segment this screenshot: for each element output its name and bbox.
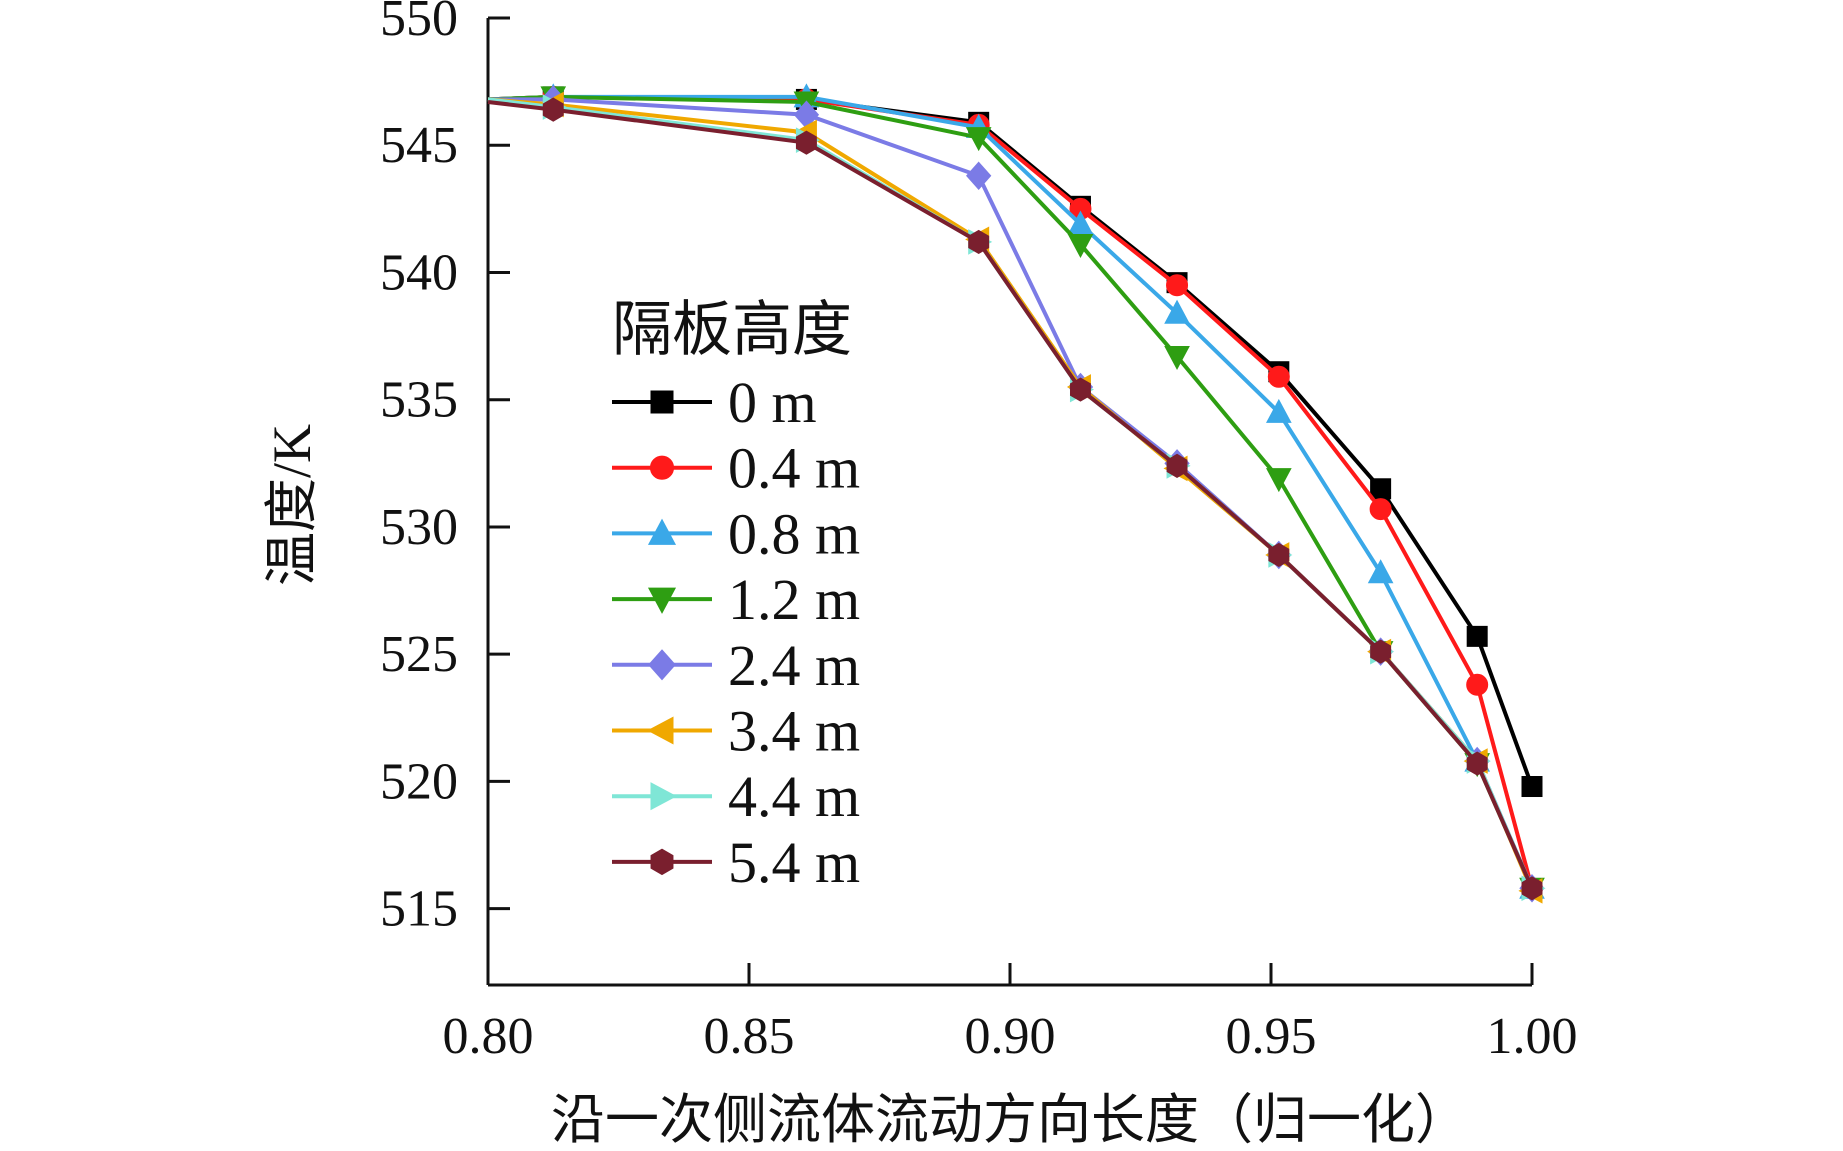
legend-marker — [647, 716, 674, 745]
legend-label: 0 m — [728, 370, 817, 435]
y-tick-label: 520 — [380, 753, 458, 810]
data-point — [965, 127, 992, 152]
y-tick-label: 535 — [380, 372, 458, 429]
y-tick-label: 530 — [380, 499, 458, 556]
legend-item: 4.4 m — [612, 764, 860, 829]
data-point — [1164, 345, 1190, 371]
data-point — [1521, 876, 1543, 901]
legend-label: 2.4 m — [728, 633, 860, 698]
legend-item: 0.8 m — [612, 501, 860, 566]
legend-marker — [650, 782, 677, 811]
legend-label: 1.2 m — [728, 567, 860, 632]
legend-item: 0 m — [612, 370, 817, 435]
legend-label: 4.4 m — [728, 764, 860, 829]
legend-label: 5.4 m — [728, 830, 860, 895]
data-point — [542, 97, 564, 122]
legend-label: 3.4 m — [728, 699, 860, 764]
data-point — [1265, 398, 1292, 423]
y-tick-label: 525 — [380, 626, 458, 683]
legend-marker — [647, 587, 677, 614]
data-point — [1265, 468, 1292, 493]
data-point — [1369, 498, 1392, 521]
y-tick-label: 545 — [380, 117, 458, 174]
legend-item: 3.4 m — [612, 699, 860, 764]
series-0m — [487, 86, 1543, 798]
legend-marker — [647, 518, 677, 545]
data-point — [1164, 299, 1190, 324]
legend-marker — [650, 390, 674, 414]
x-tick-label: 0.95 — [1226, 1008, 1317, 1065]
legend-label: 0.4 m — [728, 436, 860, 501]
data-point — [1166, 453, 1188, 478]
data-point — [1166, 274, 1189, 297]
y-axis-label: 温度/K — [262, 424, 322, 586]
legend-item: 5.4 m — [612, 830, 860, 895]
data-point — [1466, 625, 1488, 647]
legend-item: 1.2 m — [612, 567, 860, 632]
legend-item: 2.4 m — [612, 633, 860, 698]
data-point — [1370, 639, 1392, 664]
x-tick-label: 1.00 — [1487, 1008, 1578, 1065]
data-point — [795, 130, 817, 155]
data-point — [1268, 542, 1290, 568]
data-point — [1067, 233, 1094, 259]
data-point — [1070, 377, 1091, 402]
data-point — [1466, 673, 1489, 696]
x-tick-label: 0.90 — [965, 1008, 1056, 1065]
legend-marker — [650, 848, 674, 876]
data-point — [1466, 751, 1488, 776]
y-tick-label: 540 — [380, 244, 458, 301]
series-line — [487, 94, 1534, 788]
x-tick-label: 0.85 — [704, 1008, 795, 1065]
x-tick-label: 0.80 — [443, 1008, 534, 1065]
data-point — [1267, 365, 1290, 388]
axes: 515 520 525 530 535 540 545 550 0.80 0.85 0.90 0.95… — [380, 0, 1578, 1065]
x-axis-label: 沿一次侧流体流动方向长度（归一化） — [551, 1090, 1469, 1150]
legend-marker — [648, 649, 676, 681]
data-point — [966, 161, 992, 191]
data-point — [1370, 478, 1392, 500]
data-point — [1521, 776, 1543, 798]
series-line — [487, 100, 1534, 890]
legend-marker — [649, 455, 675, 480]
y-tick-label: 515 — [380, 881, 458, 938]
y-tick-label: 550 — [380, 0, 458, 47]
series-line — [487, 94, 1534, 890]
legend-item: 0.4 m — [612, 436, 860, 501]
legend-label: 0.8 m — [728, 501, 860, 566]
series-5_4m — [487, 97, 1543, 901]
legend: 隔板高度 0 m0.4 m0.8 m1.2 m2.4 m3.4 m4.4 m5.4… — [612, 297, 860, 895]
legend-title: 隔板高度 — [612, 297, 852, 363]
data-point — [1367, 559, 1394, 584]
data-point — [968, 229, 990, 255]
